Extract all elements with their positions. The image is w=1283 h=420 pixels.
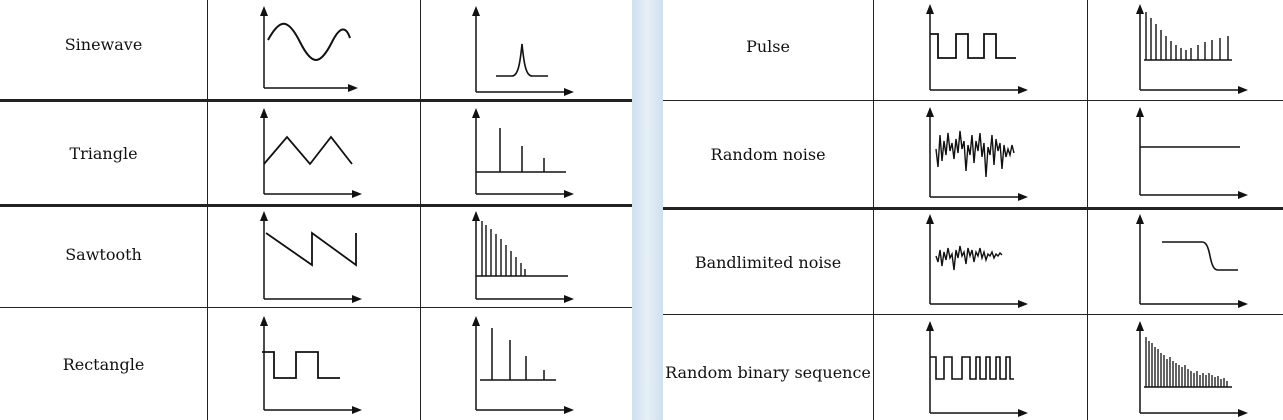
pulse-train-icon [918,2,1038,97]
table-row: Bandlimited noise [663,210,1283,314]
signal-label: Rectangle [0,308,207,420]
table-row: Rectangle [0,308,632,420]
table-row: Sinewave [0,0,632,99]
table-row: Sawtooth [0,207,632,307]
right-signal-table: Pulse [663,0,1283,420]
rectangle-wave-icon [250,314,370,419]
signal-label: Triangle [0,102,207,204]
table-row: Random binary sequence [663,315,1283,420]
table-row: Triangle [0,102,632,204]
signal-label: Pulse [663,0,873,92]
sinc-harmonic-lines-icon [1128,2,1253,97]
bandlimited-noise-icon [918,212,1038,312]
decaying-harmonic-lines-icon [462,209,582,304]
dense-decaying-lines-icon [1128,319,1253,419]
odd-harmonic-lines-icon [462,106,582,201]
panel-separator [632,0,663,420]
triangle-wave-icon [250,106,370,201]
sawtooth-wave-icon [250,209,370,304]
single-peak-spectrum-icon [462,4,582,99]
random-noise-icon [918,105,1038,205]
table-row: Random noise [663,101,1283,207]
random-binary-sequence-icon [918,319,1038,419]
signal-label: Sinewave [0,0,207,89]
left-signal-table: Sinewave Triangle Sawtooth [0,0,632,420]
signal-label: Bandlimited noise [663,210,873,314]
table-row: Pulse [663,0,1283,100]
lowpass-spectrum-icon [1128,212,1253,312]
signal-label: Sawtooth [0,207,207,301]
sine-wave-icon [250,4,370,99]
signal-label: Random binary sequence [663,325,873,420]
odd-harmonic-lines-icon [462,314,582,419]
flat-spectrum-icon [1128,105,1253,205]
signal-label: Random noise [663,101,873,207]
